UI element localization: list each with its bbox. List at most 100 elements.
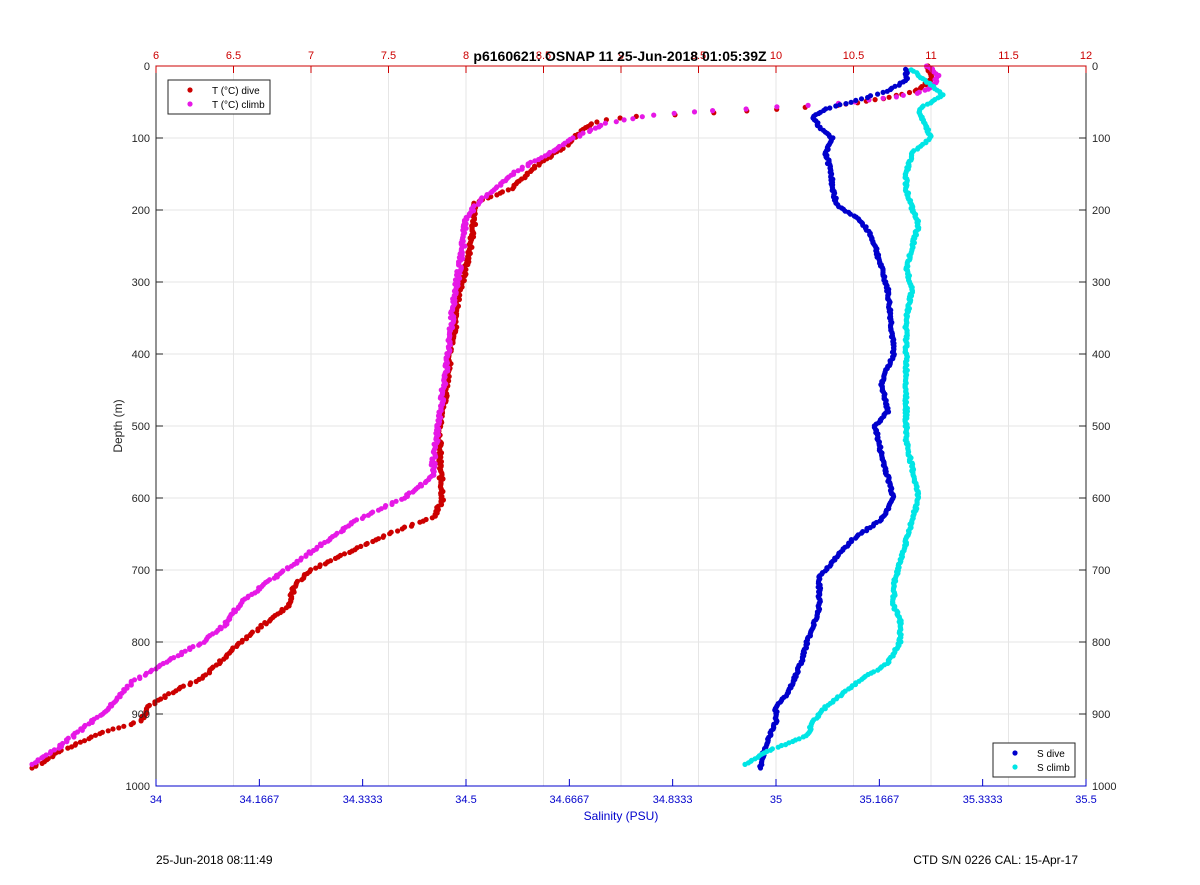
data-point — [79, 727, 85, 733]
data-point — [893, 94, 900, 100]
data-point — [422, 479, 428, 486]
x-bottom-tick-label: 35.3333 — [963, 794, 1003, 806]
data-point — [313, 565, 319, 571]
data-point — [918, 85, 924, 91]
data-point — [271, 575, 277, 581]
y-tick-label-right: 800 — [1092, 637, 1110, 649]
data-point — [399, 526, 405, 532]
y-tick-label-right: 700 — [1092, 565, 1110, 577]
data-point — [170, 690, 176, 696]
data-point — [196, 642, 202, 648]
x-top-tick-label: 9 — [618, 50, 624, 62]
x-top-tick-label: 10 — [770, 50, 782, 62]
data-point — [187, 681, 193, 688]
data-point — [65, 745, 71, 751]
data-point — [137, 675, 143, 682]
x-top-tick-label: 8 — [463, 50, 469, 62]
data-point — [896, 82, 902, 88]
data-point — [408, 523, 415, 529]
data-point — [387, 531, 393, 537]
data-point — [77, 739, 83, 745]
data-point — [587, 128, 593, 134]
data-point — [332, 555, 339, 562]
data-point — [187, 646, 193, 653]
data-point — [457, 275, 463, 281]
x-bottom-tick-label: 34.8333 — [653, 794, 693, 806]
data-point — [255, 628, 261, 634]
data-point — [886, 94, 892, 100]
data-point — [594, 119, 600, 125]
legend-label: S dive — [1037, 749, 1065, 760]
data-point — [359, 515, 365, 522]
data-point — [370, 538, 376, 545]
y-tick-label-right: 900 — [1092, 709, 1110, 721]
data-point — [29, 765, 35, 771]
x-top-tick-label: 12 — [1080, 50, 1092, 62]
data-point — [399, 496, 405, 502]
data-point — [843, 101, 849, 107]
data-point — [92, 732, 99, 738]
data-point — [410, 489, 416, 495]
x-top-tick-label: 11 — [925, 50, 936, 62]
data-point — [922, 87, 928, 93]
chart-title: p6160621: OSNAP 11 25-Jun-2018 01:05:39Z — [473, 48, 767, 64]
y-tick-label-left: 900 — [132, 709, 150, 721]
data-point — [924, 101, 931, 107]
data-point — [222, 623, 228, 629]
data-point — [429, 515, 435, 521]
data-point — [858, 96, 865, 102]
data-point — [914, 90, 921, 96]
data-point — [86, 721, 92, 727]
y-tick-label-left: 0 — [144, 61, 150, 73]
data-point — [322, 561, 328, 567]
data-point — [71, 734, 77, 740]
data-point — [363, 541, 369, 548]
data-point — [775, 744, 781, 750]
data-point — [29, 761, 35, 768]
data-point — [743, 106, 749, 112]
data-point — [602, 120, 609, 126]
y-tick-label-left: 200 — [132, 205, 150, 217]
data-point — [875, 667, 881, 673]
data-point — [47, 750, 53, 756]
data-point — [865, 94, 871, 101]
x-bottom-tick-label: 34.6667 — [549, 794, 589, 806]
data-point — [128, 721, 134, 728]
data-point — [757, 765, 764, 771]
y-tick-label-left: 600 — [132, 493, 150, 505]
data-point — [525, 163, 531, 169]
data-point — [872, 97, 878, 103]
data-point — [475, 201, 481, 207]
data-point — [347, 549, 353, 556]
data-point — [505, 187, 511, 193]
legend-label: T (°C) dive — [212, 86, 260, 97]
data-point — [380, 534, 386, 540]
legend-marker — [187, 87, 193, 93]
y-tick-label-right: 500 — [1092, 421, 1110, 433]
data-point — [536, 162, 542, 168]
data-point — [121, 723, 127, 729]
series-t-c-climb — [29, 63, 942, 768]
series-s-climb — [742, 67, 946, 768]
y-tick-label-left: 800 — [132, 637, 150, 649]
y-tick-label-left: 700 — [132, 565, 150, 577]
data-point — [105, 728, 111, 734]
data-point — [243, 636, 250, 642]
data-point — [515, 168, 521, 174]
data-point — [880, 89, 886, 95]
data-point — [116, 725, 122, 731]
data-point — [592, 125, 599, 131]
data-point — [322, 539, 328, 546]
data-point — [206, 670, 213, 676]
x-top-tick-label: 8.5 — [536, 50, 551, 62]
data-point — [299, 577, 305, 583]
data-point — [56, 745, 62, 751]
data-point — [617, 115, 623, 121]
data-point — [193, 678, 199, 685]
data-point — [142, 672, 148, 678]
data-point — [498, 182, 504, 188]
x-top-tick-label: 6.5 — [226, 50, 241, 62]
data-point — [900, 92, 906, 98]
data-point — [875, 91, 881, 97]
data-point — [263, 621, 269, 627]
